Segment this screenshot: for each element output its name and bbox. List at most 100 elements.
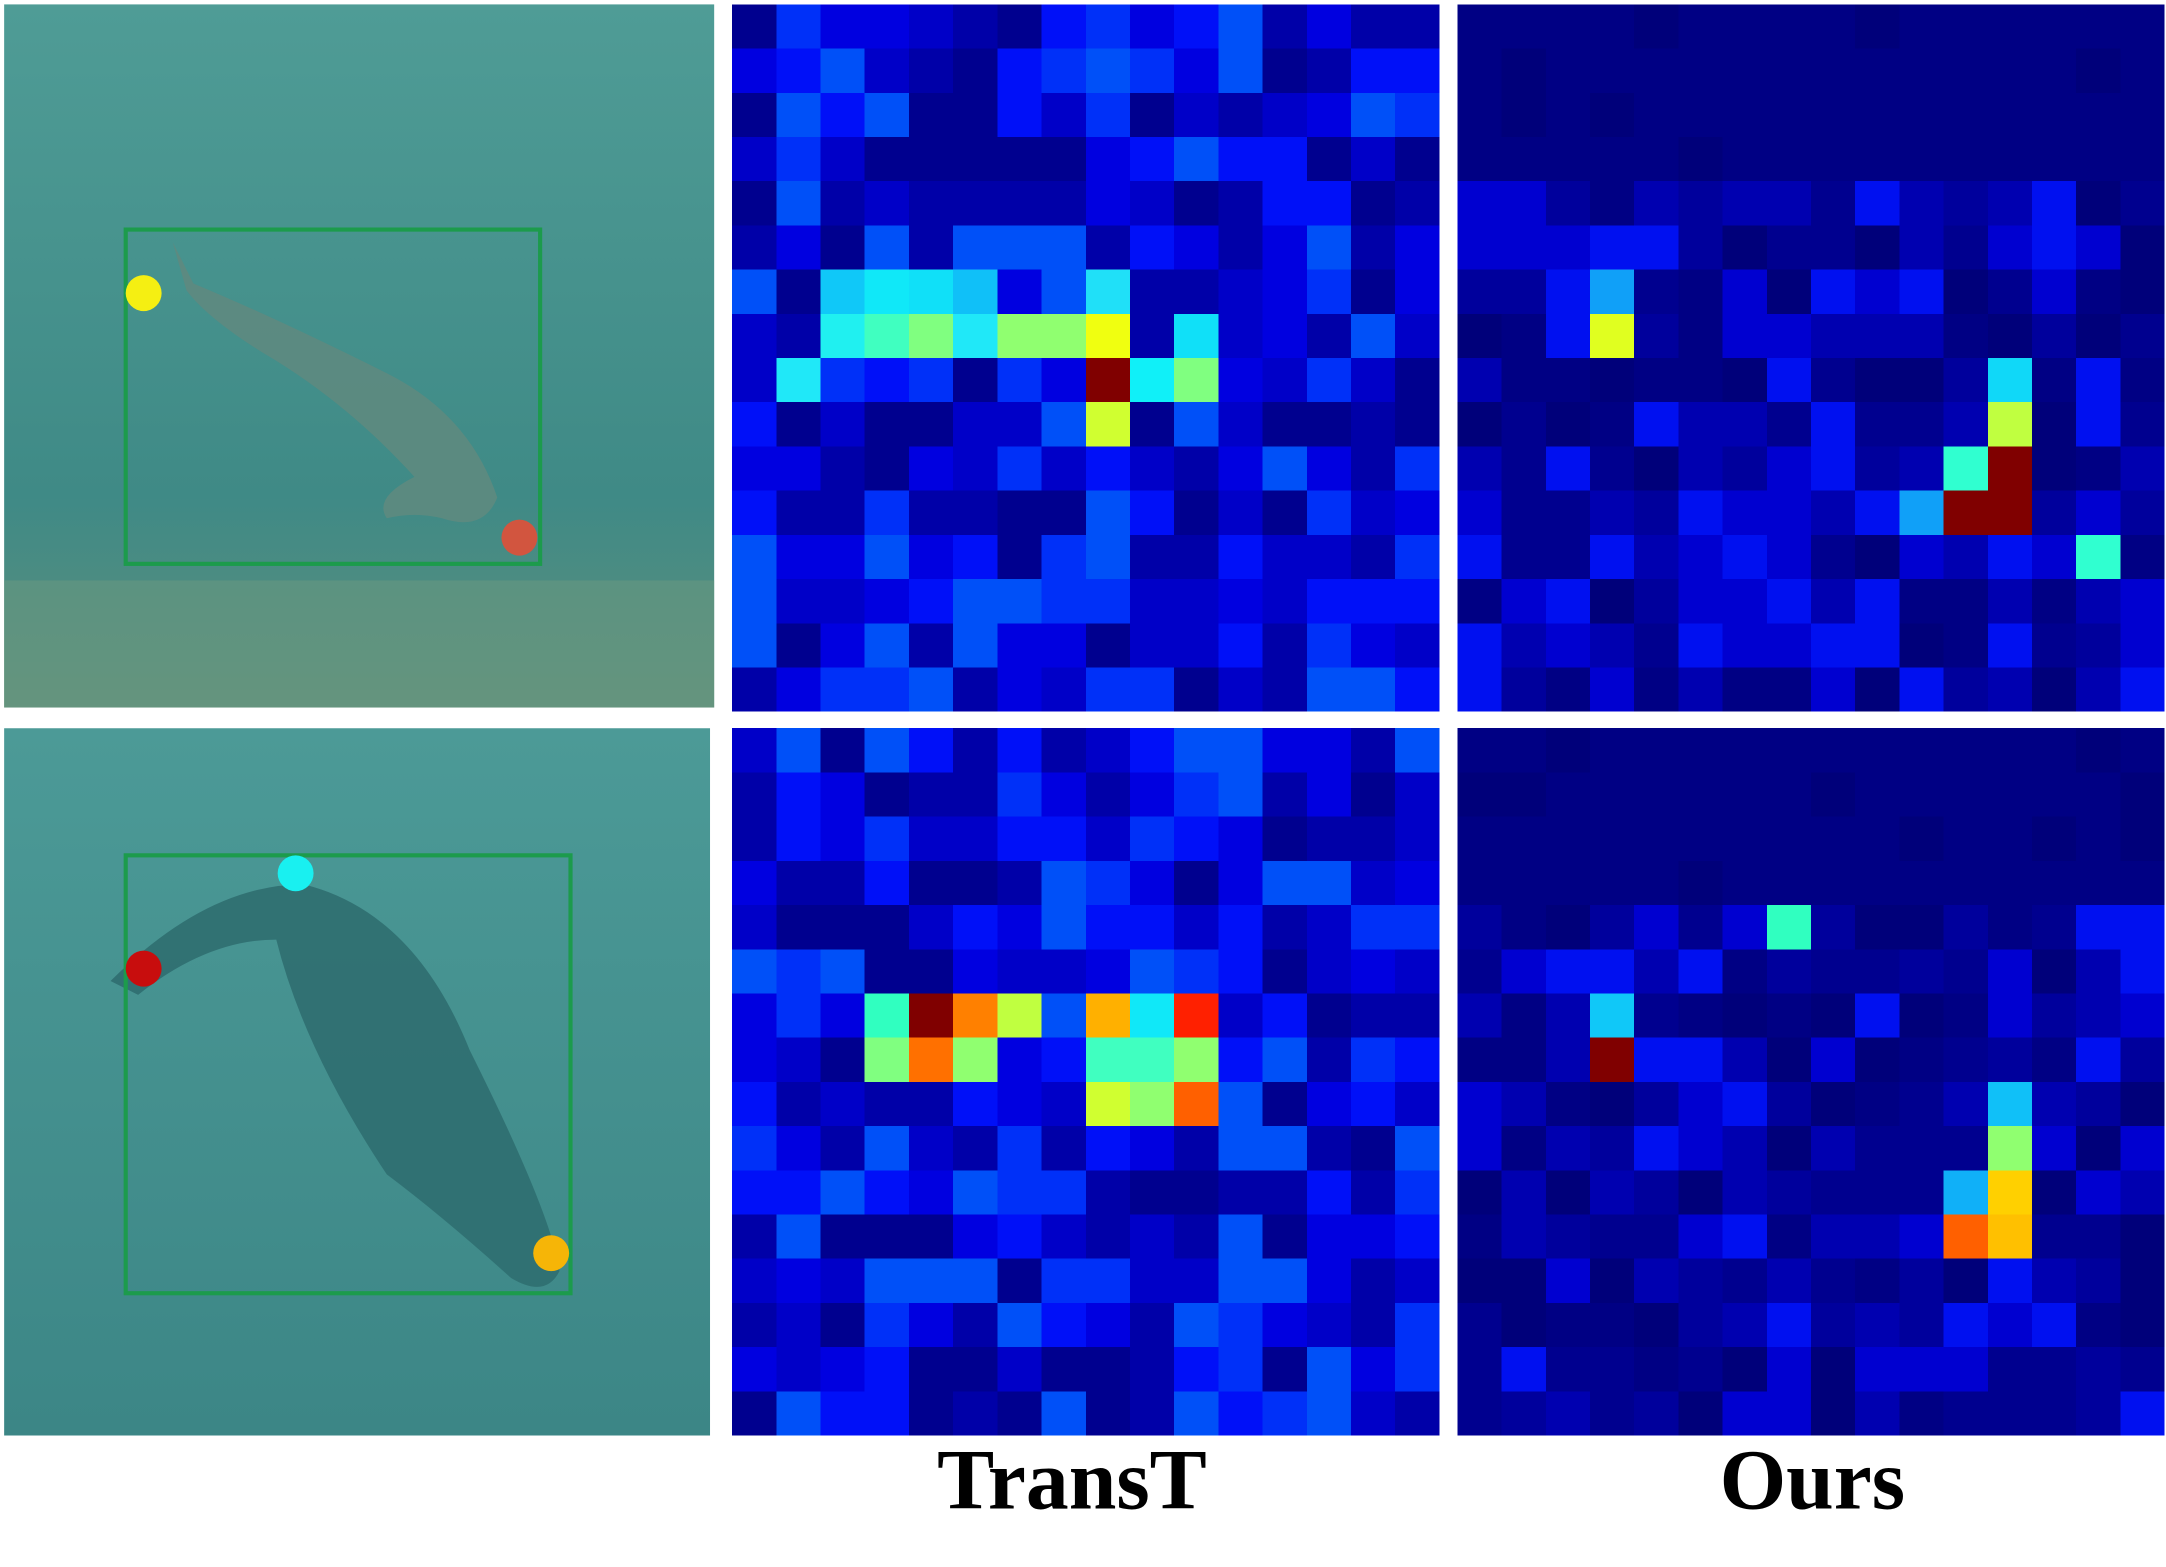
heatmap-cell bbox=[1457, 1126, 1502, 1171]
heatmap-cell bbox=[1457, 993, 1502, 1038]
heatmap-cell bbox=[1810, 667, 1856, 712]
heatmap-cell bbox=[1457, 949, 1502, 994]
heatmap-cell bbox=[1810, 1391, 1856, 1436]
heatmap-cell bbox=[1129, 860, 1175, 906]
heatmap-cell bbox=[1174, 1391, 1219, 1436]
heatmap-cell bbox=[776, 1302, 821, 1348]
heatmap-cell bbox=[2120, 446, 2165, 491]
heatmap-cell bbox=[732, 1302, 777, 1348]
heatmap-cell bbox=[1218, 225, 1263, 270]
heatmap-cell bbox=[1041, 772, 1086, 817]
heatmap-cell bbox=[820, 225, 865, 270]
heatmap-cell bbox=[1722, 1170, 1767, 1215]
heatmap-cell bbox=[1218, 1081, 1263, 1127]
heatmap-cell bbox=[1395, 1258, 1440, 1303]
heatmap-cell bbox=[1041, 1347, 1086, 1392]
heatmap-cell bbox=[997, 225, 1042, 270]
heatmap-cell bbox=[1855, 667, 1900, 712]
heatmap-cell bbox=[1306, 905, 1351, 950]
heatmap-cell bbox=[1501, 92, 1546, 138]
heatmap-cell bbox=[1395, 905, 1440, 950]
heatmap-cell bbox=[1262, 579, 1307, 624]
heatmap-cell bbox=[1218, 446, 1263, 491]
heatmap-cell bbox=[1129, 772, 1175, 817]
heatmap-cell bbox=[2120, 313, 2165, 359]
heatmap-cell bbox=[1987, 1347, 2033, 1392]
heatmap-cell bbox=[1174, 534, 1219, 580]
heatmap-cell bbox=[1501, 667, 1546, 712]
heatmap-cell bbox=[1129, 490, 1175, 535]
heatmap-cell bbox=[1855, 1126, 1900, 1171]
heatmap-cell bbox=[1722, 490, 1767, 535]
heatmap-cell bbox=[1766, 490, 1811, 535]
heatmap-cell bbox=[1395, 446, 1440, 491]
heatmap-cell bbox=[1218, 358, 1263, 403]
heatmap-cell bbox=[1041, 1081, 1086, 1127]
heatmap-cell bbox=[2076, 623, 2121, 668]
heatmap-cell bbox=[2032, 313, 2077, 359]
heatmap-cell bbox=[2032, 137, 2077, 182]
heatmap-cell bbox=[776, 1214, 821, 1259]
heatmap-cell bbox=[1899, 92, 1944, 138]
heatmap-cell bbox=[1306, 860, 1351, 906]
heatmap-cell bbox=[1766, 1347, 1811, 1392]
heatmap-cell bbox=[1041, 358, 1086, 403]
heatmap-cell bbox=[1350, 534, 1396, 580]
heatmap-cell bbox=[1218, 1391, 1263, 1436]
heatmap-cell bbox=[2076, 92, 2121, 138]
heatmap-base bbox=[1457, 728, 2165, 1436]
heatmap-cell bbox=[1306, 490, 1351, 535]
heatmap-cell bbox=[864, 1126, 909, 1171]
heatmap-cell bbox=[1589, 905, 1635, 950]
heatmap-cell bbox=[1041, 1214, 1086, 1259]
heatmap-cell bbox=[1457, 1170, 1502, 1215]
heatmap-cell bbox=[1306, 358, 1351, 403]
column-label: TransT bbox=[937, 1433, 1207, 1528]
heatmap-cell bbox=[1218, 1170, 1263, 1215]
heatmap-cell bbox=[2120, 1126, 2165, 1171]
heatmap-cell bbox=[953, 225, 998, 270]
heatmap-cell bbox=[1722, 1302, 1767, 1348]
heatmap-cell bbox=[776, 579, 821, 624]
heatmap-cell bbox=[1634, 181, 1679, 226]
heatmap-cell bbox=[1722, 446, 1767, 491]
heatmap-cell bbox=[1545, 1126, 1590, 1171]
heatmap-cell bbox=[1501, 358, 1546, 403]
heatmap-cell bbox=[2032, 490, 2077, 535]
heatmap-cell bbox=[1129, 137, 1175, 182]
heatmap-base bbox=[1457, 4, 2165, 712]
heatmap-cell bbox=[1041, 1391, 1086, 1436]
heatmap-cell bbox=[1262, 1258, 1307, 1303]
heatmap-cell bbox=[1041, 446, 1086, 491]
heatmap-cell bbox=[997, 860, 1042, 906]
heatmap-cell bbox=[1810, 358, 1856, 403]
heatmap-cell bbox=[1810, 905, 1856, 950]
heatmap-cell bbox=[1262, 1391, 1307, 1436]
heatmap-cell bbox=[1350, 181, 1396, 226]
heatmap-cell bbox=[2120, 4, 2165, 49]
heatmap-cell bbox=[1350, 1126, 1396, 1171]
heatmap-cell bbox=[2076, 137, 2121, 182]
heatmap-cell bbox=[1129, 181, 1175, 226]
heatmap-cell bbox=[1174, 446, 1219, 491]
heatmap-cell bbox=[864, 534, 909, 580]
heatmap-cell bbox=[1722, 534, 1767, 580]
heatmap-cell bbox=[953, 48, 998, 93]
heatmap-cell bbox=[1457, 48, 1502, 93]
heatmap-cell bbox=[997, 1258, 1042, 1303]
heatmap-cell bbox=[1943, 313, 1988, 359]
heatmap-cell bbox=[1589, 1258, 1635, 1303]
heatmap-cell bbox=[1129, 623, 1175, 668]
heatmap-cell bbox=[1589, 1081, 1635, 1127]
heatmap-cell bbox=[732, 816, 777, 861]
heatmap-cell bbox=[1722, 816, 1767, 861]
heatmap-cell bbox=[1634, 905, 1679, 950]
heatmap-cell bbox=[1457, 137, 1502, 182]
heatmap-cell bbox=[1634, 1302, 1679, 1348]
heatmap-cell bbox=[1634, 579, 1679, 624]
heatmap-cell bbox=[1678, 181, 1723, 226]
heatmap-cell bbox=[1722, 4, 1767, 49]
heatmap-ours-bottom bbox=[1457, 728, 2165, 1436]
heatmap-cell bbox=[732, 1391, 777, 1436]
heatmap-cell bbox=[1306, 269, 1351, 314]
